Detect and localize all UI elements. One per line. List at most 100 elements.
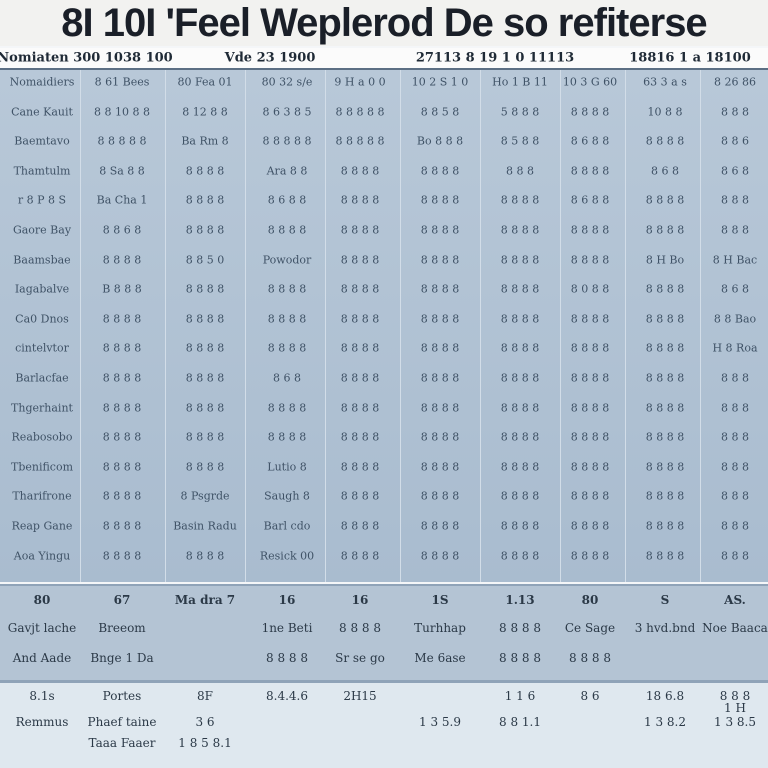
table-cell: 8 8 8 8 xyxy=(340,282,380,296)
table-cell: B 8 8 8 xyxy=(102,282,142,296)
totals-cell: 8 8 1.1 xyxy=(499,715,541,729)
table-cell: 8 8 8 8 xyxy=(420,312,460,326)
table-cell: 10 8 8 xyxy=(647,105,683,119)
table-cell: 8 8 8 8 xyxy=(645,134,685,148)
table-cell: 8 8 8 8 xyxy=(420,371,460,385)
summary-cell: 1.13 xyxy=(505,593,535,607)
table-cell: 8 8 8 8 xyxy=(645,371,685,385)
table-cell: Baemtavo xyxy=(14,134,70,148)
table-cell: Ho 1 B 11 xyxy=(492,75,548,89)
column-divider xyxy=(480,70,481,582)
table-cell: 8 8 8 8 xyxy=(500,371,540,385)
table-cell: 8 8 8 8 xyxy=(570,460,610,474)
table-cell: 8 8 8 xyxy=(506,164,534,178)
summary-cell: 8 8 8 8 xyxy=(499,621,541,635)
table-cell: 8 8 8 8 xyxy=(570,549,610,563)
table-cell: 8 8 8 8 xyxy=(267,312,307,326)
summary-cell: 8 8 8 8 xyxy=(266,651,308,665)
table-cell: 8 8 8 8 xyxy=(185,549,225,563)
summary-cell: Me 6ase xyxy=(414,651,466,665)
column-divider xyxy=(325,70,326,582)
table-cell: 8 26 86 xyxy=(714,75,756,89)
table-cell: Reabosobo xyxy=(11,430,73,444)
table-cell: 8 8 8 8 xyxy=(420,253,460,267)
table-cell: 8 8 6 xyxy=(721,134,749,148)
table-cell: 8 8 8 8 xyxy=(420,549,460,563)
table-cell: Thamtulm xyxy=(13,164,71,178)
totals-cell: 8F xyxy=(197,689,213,703)
table-cell: 8 8 8 8 xyxy=(102,430,142,444)
table-cell: Bo 8 8 8 xyxy=(416,134,464,148)
table-cell: 8 8 8 8 xyxy=(645,430,685,444)
table-cell: 8 6 8 xyxy=(721,164,749,178)
summary-cell: 16 xyxy=(351,593,369,607)
table-cell: 8 8 8 8 xyxy=(420,460,460,474)
header-cell: Nomiaten 300 1038 100 xyxy=(0,50,173,66)
table-cell: 8 8 8 8 xyxy=(185,312,225,326)
summary-cell: 67 xyxy=(113,593,131,607)
summary-cell: 1ne Beti xyxy=(261,621,313,635)
summary-cell: 80 xyxy=(581,593,599,607)
table-cell: 5 8 8 8 xyxy=(500,105,540,119)
column-divider xyxy=(700,70,701,582)
table-cell: 8 8 8 8 xyxy=(185,371,225,385)
totals-cell: 1 3 5.9 xyxy=(419,715,461,729)
summary-cell: Noe Baaca xyxy=(702,621,768,635)
totals-cell: 8 6 xyxy=(580,689,600,703)
table-cell: 8 8 8 8 xyxy=(102,460,142,474)
summary-cell: And Aade xyxy=(12,651,72,665)
table-cell: 8 12 8 8 xyxy=(182,105,228,119)
table-cell: 8 8 8 8 xyxy=(340,341,380,355)
table-cell: 8 8 8 8 xyxy=(500,430,540,444)
column-divider xyxy=(80,70,81,582)
table-cell: 8 8 8 8 xyxy=(500,341,540,355)
table-cell: 8 8 8 8 xyxy=(500,549,540,563)
column-divider xyxy=(625,70,626,582)
table-cell: 8 8 8 xyxy=(721,401,749,415)
table-cell: 8 8 8 8 xyxy=(340,223,380,237)
table-cell: 8 8 8 8 xyxy=(570,401,610,415)
table-cell: 8 8 8 8 8 xyxy=(262,134,312,148)
table-cell: 8 8 8 8 xyxy=(102,312,142,326)
table-cell: 8 8 8 8 xyxy=(420,341,460,355)
totals-cell: 1 3 8.2 xyxy=(644,715,686,729)
summary-cell: 16 xyxy=(278,593,296,607)
table-cell: 8 8 8 8 xyxy=(645,282,685,296)
table-cell: 8 8 8 8 8 xyxy=(97,134,147,148)
table-cell: 8 8 8 8 xyxy=(420,489,460,503)
table-cell: 8 H Bo xyxy=(645,253,685,267)
table-cell: 8 8 8 8 xyxy=(645,193,685,207)
table-cell: 8 8 8 8 xyxy=(570,430,610,444)
table-cell: 8 8 8 8 xyxy=(645,489,685,503)
table-cell: 8 8 8 8 xyxy=(645,460,685,474)
table-cell: Baamsbae xyxy=(13,253,71,267)
table-cell: 8 8 8 8 xyxy=(102,489,142,503)
column-divider xyxy=(560,70,561,582)
table-cell: Ba Cha 1 xyxy=(96,193,148,207)
table-cell: 8 8 8 8 xyxy=(570,223,610,237)
totals-cell: Remmus xyxy=(15,715,69,729)
table-cell: 8 8 8 xyxy=(721,193,749,207)
table-cell: 8 8 8 xyxy=(721,105,749,119)
table-cell: 8 8 8 8 8 xyxy=(335,105,385,119)
table-cell: 8 8 8 8 xyxy=(185,430,225,444)
table-cell: Tbenificom xyxy=(10,460,74,474)
totals-cell: 18 6.8 xyxy=(645,689,685,703)
table-cell: 8 8 8 8 xyxy=(500,253,540,267)
table-cell: 8 6 8 xyxy=(721,282,749,296)
summary-cell: Ce Sage xyxy=(564,621,616,635)
table-cell: 8 8 8 xyxy=(721,549,749,563)
table-cell: cintelvtor xyxy=(15,341,69,355)
column-divider xyxy=(165,70,166,582)
table-cell: 8 8 8 8 xyxy=(570,105,610,119)
table-cell: 8 8 Bao xyxy=(713,312,757,326)
table-cell: 10 3 G 60 xyxy=(562,75,618,89)
summary-cell: Sr se go xyxy=(335,651,385,665)
table-cell: 8 8 8 8 xyxy=(420,430,460,444)
table-cell: 8 8 8 8 xyxy=(267,341,307,355)
table-cell: 8 8 8 xyxy=(721,223,749,237)
summary-cell: 8 8 8 8 xyxy=(569,651,611,665)
table-cell: 8 6 8 8 xyxy=(267,193,307,207)
totals-cell: 8 8 8 xyxy=(719,689,751,703)
table-cell: 8 8 8 8 xyxy=(420,223,460,237)
